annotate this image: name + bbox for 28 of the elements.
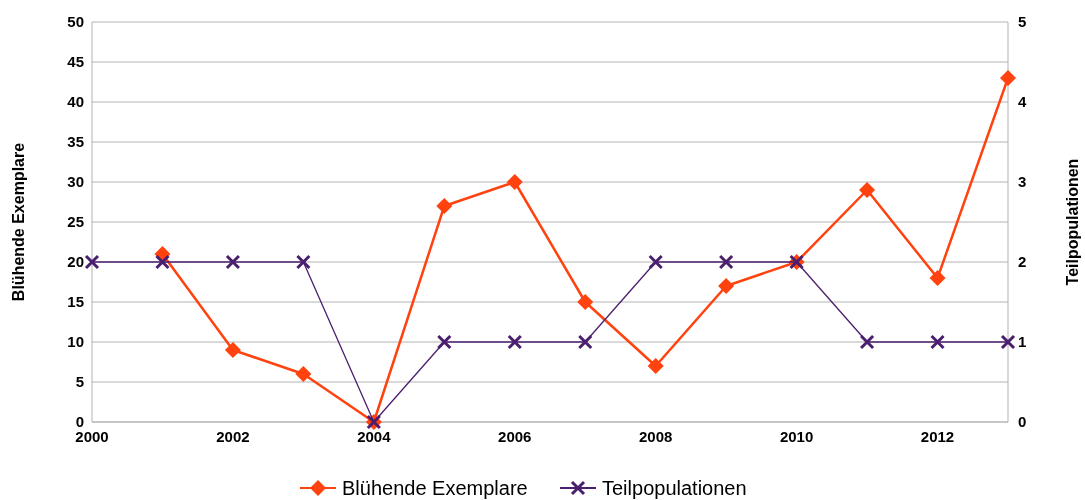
y2-axis-title: Teilpopulationen (1064, 158, 1081, 286)
y-axis-title: Blühende Exemplare (10, 142, 27, 302)
y-tick-label: 15 (67, 293, 84, 311)
y2-tick-label: 4 (1018, 93, 1027, 111)
x-tick-label: 2012 (920, 428, 955, 445)
y2-tick-label: 2 (1018, 253, 1027, 271)
y-tick-label: 50 (67, 13, 84, 31)
y2-tick-label: 0 (1018, 413, 1027, 431)
y2-tick-label: 5 (1018, 13, 1027, 31)
y2-tick-label: 1 (1018, 333, 1027, 351)
x-tick-label: 2008 (639, 428, 673, 445)
y-tick-label: 5 (75, 373, 84, 391)
y2-tick-label: 3 (1018, 173, 1027, 191)
y-tick-label: 45 (67, 53, 84, 71)
y-tick-label: 0 (75, 413, 84, 431)
y-tick-label: 25 (67, 213, 84, 231)
x-tick-label: 2004 (357, 428, 392, 445)
y-tick-label: 30 (67, 173, 84, 191)
y-tick-label: 20 (67, 253, 84, 271)
y-tick-label: 10 (67, 333, 84, 351)
x-tick-label: 2006 (498, 428, 532, 445)
legend-label: Blühende Exemplare (342, 477, 528, 499)
x-tick-label: 2010 (779, 428, 814, 445)
x-tick-label: 2000 (75, 428, 109, 445)
x-tick-label: 2002 (216, 428, 250, 445)
y-tick-label: 40 (67, 93, 84, 111)
legend-label: Teilpopulationen (602, 477, 747, 499)
y-tick-label: 35 (67, 133, 84, 151)
